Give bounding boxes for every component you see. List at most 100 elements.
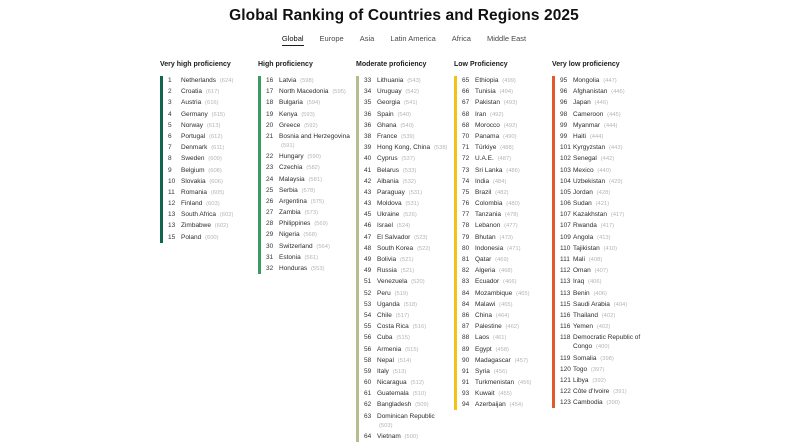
ranking-row: 15 Poland (600) [168, 233, 255, 243]
country-name: Israel (524) [377, 222, 411, 230]
ranking-row: 48 South Korea (522) [364, 244, 451, 254]
ranking-row: 65 Ethiopia (499) [462, 76, 549, 86]
country-name: Belgium (608) [181, 166, 222, 174]
country-score: (581) [308, 176, 323, 183]
rank-number: 111 [560, 256, 570, 263]
country-score: (471) [507, 245, 521, 252]
ranking-row: 40 Cyprus (537) [364, 154, 451, 164]
ranking-row: 116 Thailand (402) [560, 311, 647, 321]
tab-global[interactable]: Global [281, 34, 304, 46]
ranking-row: 46 Israel (524) [364, 221, 451, 231]
country-score: (456) [493, 368, 508, 375]
ranking-row: 107 Rwanda (417) [560, 221, 647, 231]
country-score: (624) [219, 78, 234, 84]
tab-asia[interactable]: Asia [359, 34, 375, 43]
country-name: Kenya (593) [279, 110, 315, 118]
rank-number: 42 [364, 177, 372, 185]
rank-number: 116 [560, 323, 571, 331]
country-score: (590) [307, 154, 321, 161]
country-score: (569) [314, 221, 328, 228]
country-name: Democratic Republic of Congo (400) [573, 334, 641, 351]
rank-number: 36 [364, 121, 372, 129]
country-score: (445) [607, 111, 621, 118]
country-name: Egypt (458) [475, 345, 509, 353]
ranking-row: 19 Kenya (593) [266, 110, 353, 120]
ranking-row: 29 Nigeria (568) [266, 230, 353, 240]
country-score: (457) [514, 357, 529, 364]
country-name: Mali (408) [573, 256, 603, 263]
tab-europe[interactable]: Europe [319, 34, 344, 43]
proficiency-column-3: Moderate proficiency 33 Lithuania (543) 34 U… [356, 61, 451, 443]
country-name: Dominican Republic (503) [377, 412, 435, 429]
country-name: Kazakhstan (417) [573, 211, 625, 219]
country-score: (468) [499, 268, 513, 275]
country-name: Mexico (440) [573, 166, 611, 174]
rank-number: 105 [560, 188, 571, 196]
country-name: Romania (605) [181, 188, 225, 196]
ranking-row: 49 Bolivia (521) [364, 255, 451, 265]
rank-number: 56 [364, 334, 372, 342]
country-name: Tunisia (494) [475, 88, 514, 96]
rank-number: 41 [364, 166, 372, 174]
rank-number: 115 [560, 300, 571, 308]
tab-africa[interactable]: Africa [451, 34, 471, 43]
rank-number: 65 [462, 77, 470, 84]
ranking-row: 95 Mongolia (447) [560, 76, 647, 86]
country-score: (516) [412, 324, 427, 331]
country-name: Uzbekistan (429) [573, 177, 623, 185]
rank-number: 27 [266, 209, 274, 217]
country-score: (499) [502, 78, 516, 84]
country-score: (564) [316, 243, 330, 250]
country-score: (611) [211, 145, 225, 152]
country-score: (462) [505, 324, 520, 331]
ranking-row: 1 Netherlands (624) [168, 76, 255, 86]
ranking-row: 30 Switzerland (564) [266, 242, 353, 252]
country-score: (517) [395, 312, 410, 319]
rank-number: 96 [560, 99, 568, 107]
ranking-row: 113 Benin (406) [560, 289, 647, 299]
country-name: Rwanda (417) [573, 222, 615, 230]
ranking-row: 70 Panama (490) [462, 132, 549, 142]
ranking-row: 16 Latvia (598) [266, 76, 353, 86]
rank-number: 2 [168, 88, 172, 96]
ranking-row: 51 Venezuela (520) [364, 277, 451, 287]
rank-number: 15 [168, 233, 176, 241]
ranking-row: 39 Hong Kong, China (538) [364, 143, 451, 153]
country-name: Malawi (465) [475, 300, 513, 308]
rank-number: 45 [364, 211, 372, 219]
country-score: (573) [304, 210, 319, 217]
country-name: Colombia (480) [475, 200, 520, 208]
country-score: (532) [402, 178, 417, 185]
ranking-row: 71 Türkiye (488) [462, 143, 549, 153]
country-score: (509) [415, 402, 429, 409]
country-name: Lebanon (477) [475, 222, 518, 230]
country-name: Azerbaijan (454) [475, 401, 524, 409]
country-score: (494) [499, 89, 514, 96]
ranking-row: 118 Democratic Republic of Congo (400) [560, 333, 647, 352]
country-name: North Macedonia (595) [279, 88, 346, 96]
tab-latin-america[interactable]: Latin America [390, 34, 436, 43]
country-name: Morocco (492) [475, 121, 518, 129]
country-name: Iraq (406) [573, 278, 602, 286]
ranking-row: 2 Croatia (617) [168, 87, 255, 97]
country-name: Zimbabwe (602) [181, 222, 229, 230]
rank-number: 74 [462, 177, 470, 185]
ranking-row: 94 Azerbaijan (454) [462, 400, 549, 410]
ranking-row: 78 Lebanon (477) [462, 221, 549, 231]
rank-number: 6 [168, 132, 172, 140]
ranking-row: 6 Portugal (612) [168, 132, 255, 142]
rank-number: 52 [364, 289, 372, 297]
country-score: (408) [588, 257, 603, 263]
tab-middle-east[interactable]: Middle East [486, 34, 527, 43]
country-name: Oman (407) [573, 267, 609, 275]
country-name: Slovakia (606) [181, 177, 223, 185]
ranking-row: 18 Bulgaria (594) [266, 98, 353, 108]
rank-number: 49 [364, 267, 372, 275]
country-score: (542) [405, 89, 419, 96]
country-name: Côte d'Ivoire (391) [573, 388, 627, 396]
country-score: (510) [412, 391, 427, 398]
ranking-row: 93 Kuwait (455) [462, 389, 549, 399]
country-name: Tanzania (478) [475, 211, 519, 219]
country-name: Bolivia (521) [377, 256, 414, 263]
rank-number: 103 [560, 166, 571, 174]
